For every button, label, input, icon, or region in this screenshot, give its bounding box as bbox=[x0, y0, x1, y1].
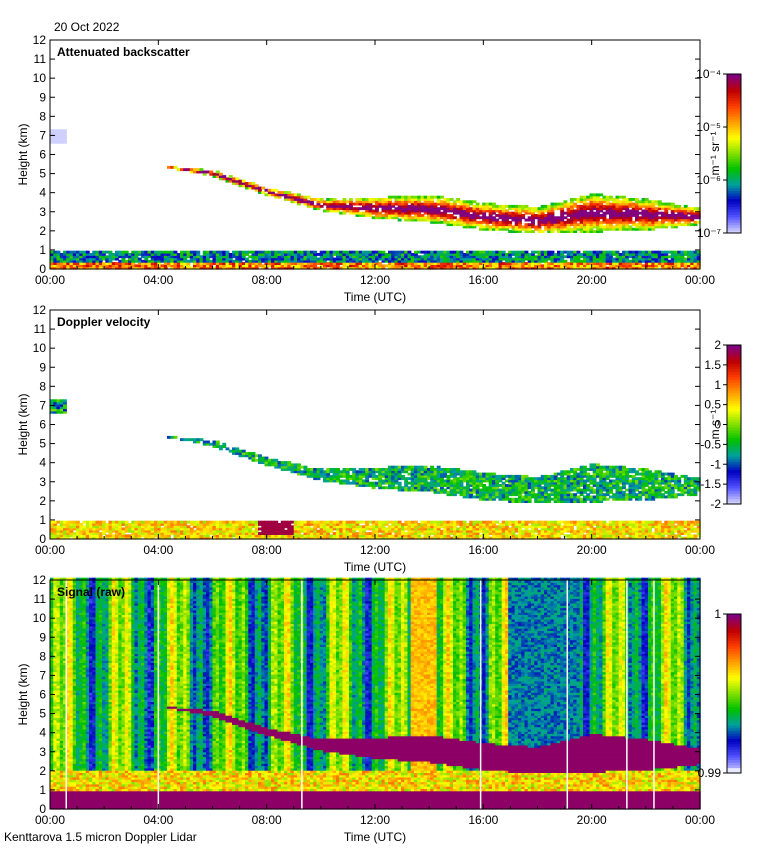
heatmap-cell bbox=[63, 129, 67, 132]
plot-area bbox=[50, 40, 700, 269]
lidar-figure: 012345678910111200:00 04:00 08:00 12:00 16:0… bbox=[0, 0, 780, 850]
heatmap-cell bbox=[196, 251, 200, 254]
heatmap-cell bbox=[349, 198, 353, 201]
